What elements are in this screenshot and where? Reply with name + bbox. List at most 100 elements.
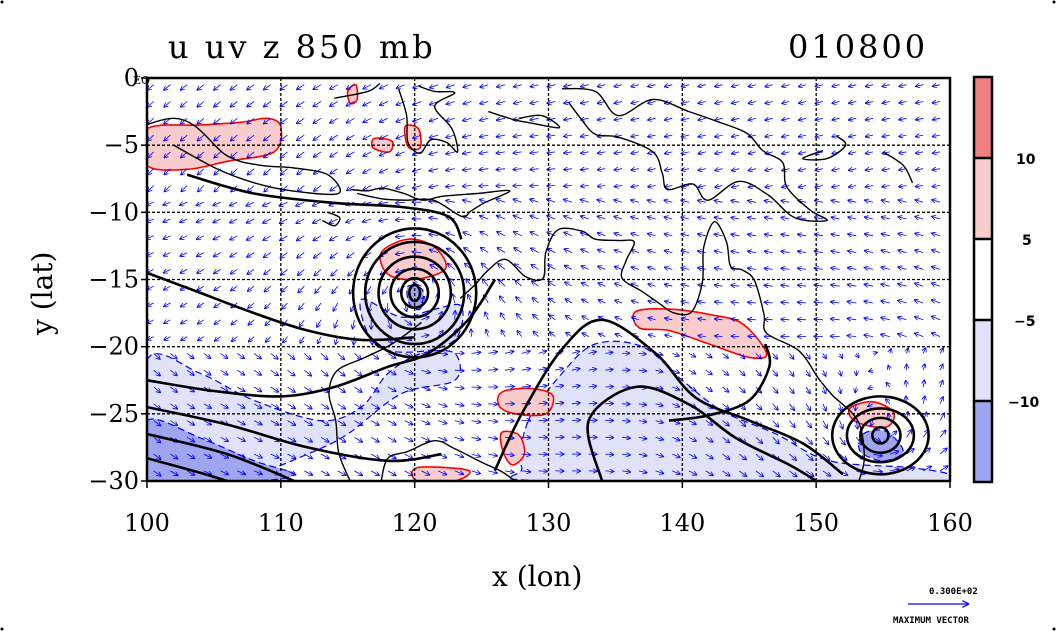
wind-vector — [698, 234, 706, 236]
wind-vector — [320, 436, 329, 442]
wind-vector — [354, 436, 362, 442]
wind-vector — [186, 353, 194, 358]
wind-vector — [180, 219, 188, 222]
wind-vector — [940, 348, 943, 354]
wind-vector — [147, 320, 154, 323]
wind-vector — [715, 169, 723, 171]
wind-vector — [782, 118, 790, 120]
vector-legend-magnitude: 0.300E+02 — [929, 587, 978, 597]
wind-vector — [765, 234, 773, 236]
wind-vector — [186, 453, 194, 458]
wind-vector — [765, 217, 773, 219]
wind-vector — [831, 285, 840, 286]
wind-vector — [672, 353, 679, 356]
wind-vector — [347, 185, 355, 191]
x-axis-label: x (lon) — [492, 560, 582, 593]
wind-vector — [247, 269, 255, 274]
wind-vector — [748, 217, 756, 219]
wind-vector — [287, 403, 296, 409]
wind-vector — [565, 299, 573, 304]
wind-vector — [831, 251, 840, 253]
wind-vector — [281, 269, 288, 275]
wind-vector — [886, 399, 890, 405]
wind-vector — [497, 248, 506, 253]
wind-vector — [799, 169, 807, 171]
wind-vector — [815, 102, 823, 104]
wind-vector — [214, 285, 221, 290]
wind-vector — [266, 336, 272, 342]
wind-vector — [387, 420, 396, 425]
wind-vector — [655, 370, 663, 372]
wind-vector — [638, 471, 647, 473]
wind-vector — [749, 169, 756, 171]
wind-vector — [698, 169, 706, 171]
wind-vector — [899, 102, 907, 104]
wind-vector — [429, 186, 439, 188]
wind-vector — [387, 369, 396, 374]
wind-vector — [765, 319, 773, 320]
wind-vector — [715, 135, 723, 137]
wind-vector — [333, 302, 339, 311]
wind-vector — [488, 471, 497, 473]
wind-vector — [314, 185, 322, 192]
colorbar-neutral — [974, 239, 992, 320]
wind-vector — [881, 267, 890, 269]
wind-vector — [631, 186, 639, 187]
negative-region-2 — [508, 340, 950, 481]
wind-vector — [832, 169, 840, 171]
wind-vector — [363, 117, 372, 122]
wind-vector — [446, 201, 455, 203]
wind-vector — [789, 420, 794, 428]
wind-vector — [501, 330, 505, 337]
wind-vector — [864, 335, 874, 337]
wind-vector — [638, 421, 647, 422]
wind-vector — [682, 169, 690, 171]
wind-vector — [181, 134, 188, 141]
wind-vector — [463, 200, 472, 202]
coastline-7 — [488, 110, 561, 129]
wind-vector — [781, 234, 790, 236]
wind-vector — [296, 201, 305, 206]
wind-vector — [815, 234, 823, 236]
wind-vector — [488, 437, 497, 439]
wind-vector — [220, 369, 228, 375]
wind-vector — [849, 102, 857, 104]
wind-vector — [404, 470, 413, 475]
y-axis-ticks: 0 −5 −10 −15 −20 −25 −30 — [88, 64, 147, 495]
wind-vector — [772, 369, 778, 376]
wind-vector — [814, 319, 823, 320]
wind-vector — [363, 101, 372, 106]
grid-layer — [147, 78, 950, 481]
wind-vector — [588, 352, 596, 354]
wind-vector — [564, 102, 572, 104]
wind-vector — [906, 467, 915, 472]
wind-vector — [672, 404, 679, 407]
wind-vector — [655, 471, 664, 474]
wind-vector — [899, 186, 907, 187]
wind-vector — [287, 420, 296, 426]
wind-vector — [799, 118, 807, 120]
wind-vector — [798, 285, 807, 286]
wind-vector — [715, 319, 723, 320]
wind-vector — [421, 420, 429, 425]
wind-vector — [781, 201, 790, 203]
wind-vector — [363, 235, 372, 240]
wind-vector — [815, 135, 823, 137]
wind-vector — [715, 85, 723, 87]
wind-vector — [564, 169, 572, 170]
wind-vector — [347, 117, 355, 122]
wind-vector — [283, 336, 288, 343]
wind-vector — [765, 102, 773, 104]
wind-vector — [648, 118, 656, 120]
wind-vector — [648, 234, 656, 236]
wind-vector — [330, 218, 338, 223]
wind-vector — [370, 420, 379, 426]
wind-vector — [564, 152, 572, 153]
wind-vector — [231, 134, 238, 141]
wind-vector — [320, 403, 329, 409]
wind-vector — [366, 285, 372, 294]
wind-vector — [253, 386, 261, 392]
wind-vector — [682, 118, 690, 120]
wind-vector — [648, 284, 656, 286]
wind-vector — [886, 383, 889, 388]
